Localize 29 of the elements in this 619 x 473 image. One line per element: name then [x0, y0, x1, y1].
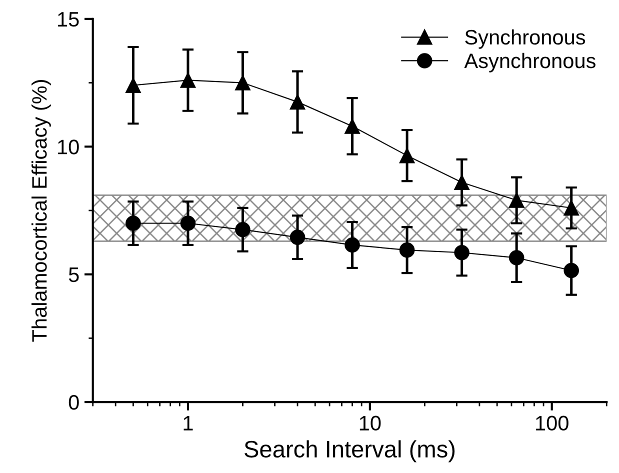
y-tick-label: 10 — [58, 140, 79, 154]
point — [508, 192, 524, 208]
point — [344, 118, 360, 134]
x-tick-label: 10 — [360, 416, 381, 431]
legend-label: Synchronous — [465, 29, 586, 49]
point — [399, 242, 415, 258]
point — [454, 244, 470, 260]
point — [126, 78, 141, 93]
point — [564, 200, 579, 216]
point — [235, 222, 250, 238]
x-tick-label: 100 — [536, 416, 568, 431]
point — [290, 230, 306, 245]
y-tick-label: 0 — [68, 395, 79, 410]
y-tick-label: 5 — [68, 268, 79, 282]
point — [126, 216, 141, 231]
point — [564, 262, 579, 278]
y-axis-title: Thalamocortical Efficacy (%) — [32, 80, 51, 342]
x-tick-label: 1 — [184, 416, 193, 430]
point — [290, 94, 306, 110]
point — [180, 216, 196, 231]
point — [454, 174, 470, 190]
point — [344, 237, 360, 253]
legend-label: Asynchronous — [464, 52, 596, 72]
point — [399, 148, 415, 164]
point — [180, 72, 196, 88]
x-axis-title: Search Interval (ms) — [244, 440, 455, 462]
point — [235, 75, 250, 90]
point — [508, 250, 524, 266]
y-tick-label: 15 — [58, 12, 79, 27]
